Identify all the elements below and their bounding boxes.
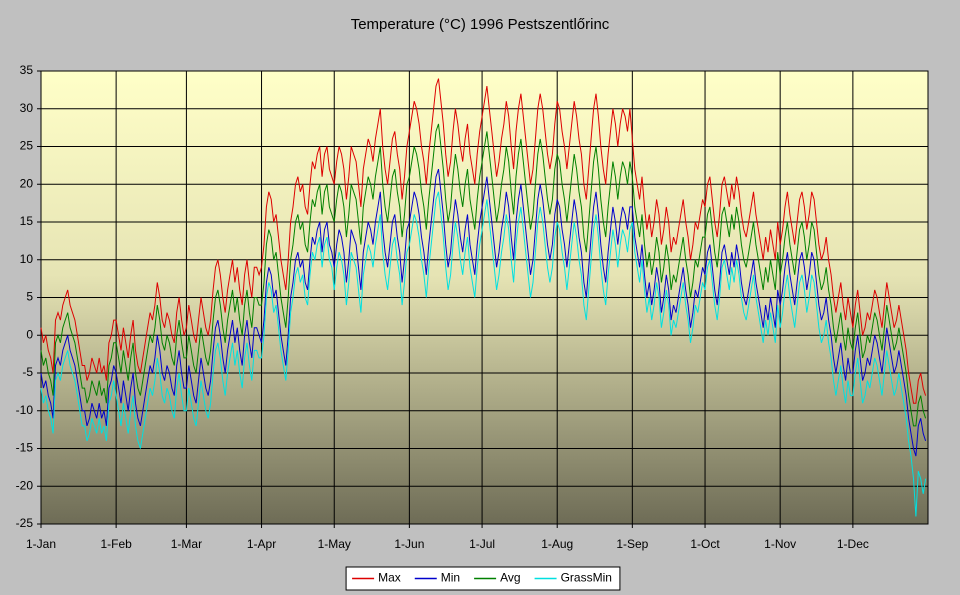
y-tick-label: -20 <box>16 478 34 492</box>
y-tick-label: 15 <box>20 214 34 228</box>
y-tick-label: -15 <box>16 441 34 455</box>
y-tick-label: 5 <box>26 290 33 304</box>
series-line <box>40 168 927 457</box>
chart-title: Temperature (°C) 1996 Pestszentlőrinc <box>351 16 610 33</box>
x-tick-label: 1-Mar <box>171 537 202 551</box>
y-tick-label: -5 <box>22 365 33 379</box>
x-tick-label: 1-Apr <box>247 537 276 551</box>
x-tick-label: 1-Dec <box>837 537 869 551</box>
x-tick-label: 1-Sep <box>616 537 648 551</box>
series-line <box>40 191 927 517</box>
x-tick-label: 1-Nov <box>764 537 796 551</box>
legend-label: GrassMin <box>561 571 612 585</box>
y-tick-label: 35 <box>20 63 34 77</box>
legend-label: Min <box>441 571 460 585</box>
x-tick-label: 1-Jul <box>469 537 495 551</box>
y-tick-label: 10 <box>20 252 34 266</box>
series-line <box>40 78 927 404</box>
y-tick-label: -10 <box>16 403 34 417</box>
x-tick-label: 1-Jan <box>26 537 56 551</box>
x-tick-label: 1-Feb <box>100 537 132 551</box>
x-tick-label: 1-Jun <box>394 537 424 551</box>
legend-label: Max <box>378 571 401 585</box>
series-line <box>40 123 927 427</box>
x-tick-label: 1-Aug <box>541 537 573 551</box>
y-tick-label: 0 <box>26 327 33 341</box>
legend-label: Avg <box>500 571 520 585</box>
y-tick-label: -25 <box>16 516 34 530</box>
y-tick-label: 30 <box>20 101 34 115</box>
x-tick-label: 1-Oct <box>690 537 720 551</box>
y-tick-label: 25 <box>20 139 34 153</box>
plot-frame <box>40 70 929 525</box>
y-tick-label: 20 <box>20 176 34 190</box>
legend: Max Min Avg GrassMin <box>345 566 621 591</box>
x-tick-label: 1-May <box>318 537 351 551</box>
